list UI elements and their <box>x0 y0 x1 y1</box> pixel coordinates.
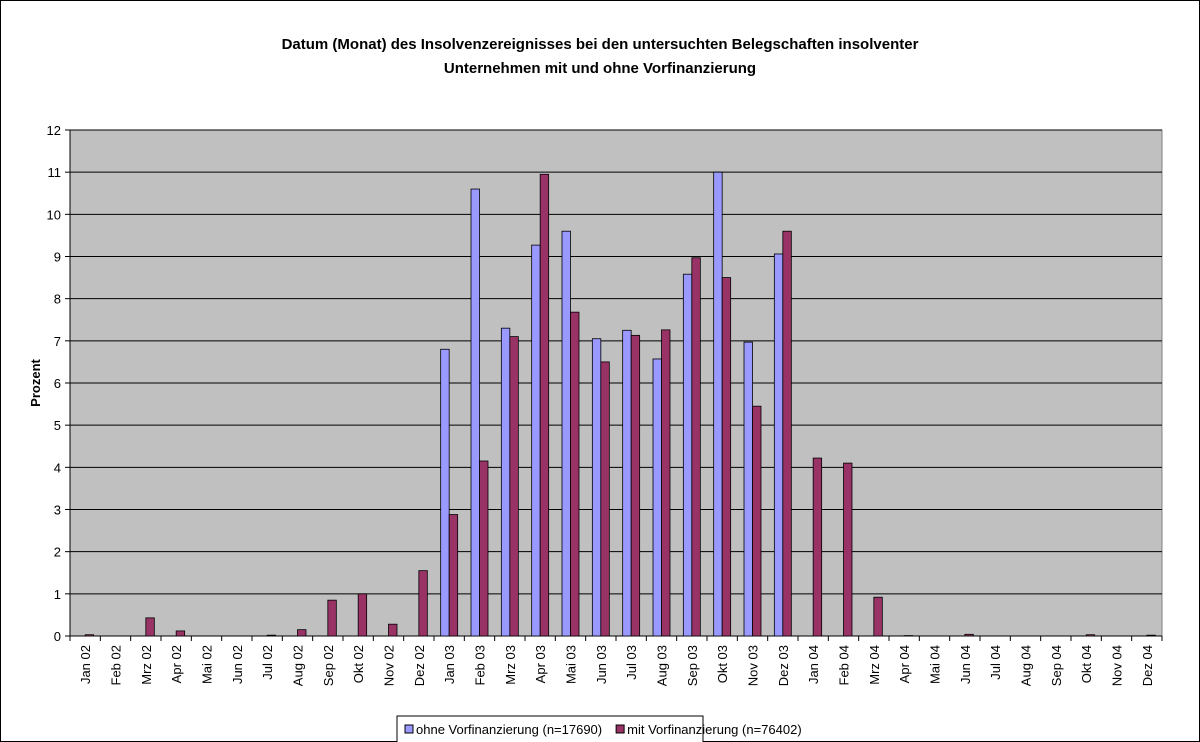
bar <box>297 629 307 637</box>
bar <box>752 405 762 637</box>
bar <box>448 514 459 637</box>
legend-box <box>396 715 704 742</box>
x-tick-label: Jan 03 <box>442 645 457 684</box>
bar <box>782 230 792 637</box>
bar <box>873 596 883 637</box>
x-tick-label: Dez 04 <box>1140 645 1155 686</box>
bar <box>652 358 662 637</box>
bar <box>843 462 853 637</box>
y-tick-label: 4 <box>54 460 61 475</box>
x-tick-label: Jul 04 <box>988 645 1003 680</box>
legend-swatch <box>615 724 625 734</box>
x-tick-label: Apr 02 <box>169 645 184 683</box>
bar <box>145 617 155 637</box>
x-tick-label: Jul 02 <box>260 645 275 680</box>
x-tick-label: Jun 02 <box>230 645 245 684</box>
bar <box>531 244 541 637</box>
y-tick-label: 1 <box>54 587 61 602</box>
bar <box>812 457 823 637</box>
x-tick-label: Mai 04 <box>928 645 943 684</box>
bar <box>622 329 632 637</box>
bar <box>964 633 974 637</box>
x-tick-label: Feb 03 <box>473 645 488 685</box>
x-tick-label: Dez 03 <box>776 645 791 686</box>
bar <box>743 341 753 637</box>
x-tick-label: Aug 04 <box>1019 645 1034 686</box>
x-tick-label: Mrz 02 <box>139 645 154 685</box>
y-tick-label: 11 <box>48 165 62 180</box>
x-tick-label: Okt 04 <box>1079 645 1094 683</box>
bar <box>773 253 784 637</box>
bar <box>440 348 450 637</box>
y-tick-label: 5 <box>54 418 61 433</box>
x-tick-label: Mai 03 <box>564 645 579 684</box>
bar <box>327 599 337 637</box>
x-tick-label: Aug 03 <box>655 645 670 686</box>
x-tick-label: Nov 03 <box>746 645 761 686</box>
bar <box>539 173 550 637</box>
y-tick-label: 7 <box>54 334 61 349</box>
x-tick-label: Feb 02 <box>109 645 124 685</box>
y-tick-label: 8 <box>54 292 61 307</box>
bar <box>479 460 489 637</box>
x-tick-label: Jan 04 <box>806 645 821 684</box>
y-tick-label: 6 <box>54 376 61 391</box>
bar <box>84 634 95 637</box>
x-tick-label: Mrz 04 <box>867 645 882 685</box>
bar <box>266 634 277 637</box>
bar <box>721 277 732 637</box>
x-tick-label: Jul 03 <box>624 645 639 680</box>
x-tick-label: Okt 02 <box>351 645 366 683</box>
x-tick-label: Apr 04 <box>897 645 912 683</box>
x-tick-label: Feb 04 <box>837 645 852 685</box>
y-tick-label: 3 <box>54 503 61 518</box>
bar <box>682 273 693 637</box>
chart-title: Unternehmen mit und ohne Vorfinanzierung <box>444 60 756 77</box>
x-tick-label: Dez 02 <box>412 645 427 686</box>
x-tick-label: Mrz 03 <box>503 645 518 685</box>
x-tick-label: Apr 03 <box>533 645 548 683</box>
x-tick-label: Okt 03 <box>715 645 730 683</box>
chart-title: Datum (Monat) des Insolvenzereignisses b… <box>282 36 919 53</box>
x-tick-label: Jun 03 <box>594 645 609 684</box>
bar <box>691 257 701 637</box>
bar <box>357 593 368 637</box>
bar <box>661 329 671 637</box>
bar <box>570 311 580 637</box>
x-tick-label: Sep 03 <box>685 645 700 686</box>
bar <box>630 334 641 637</box>
bar <box>500 327 511 637</box>
bar <box>713 171 723 637</box>
y-tick-label: 9 <box>54 250 61 265</box>
legend-label: ohne Vorfinanzierung (n=17690) <box>416 722 602 737</box>
bar <box>1085 634 1096 637</box>
x-tick-label: Jan 02 <box>78 645 93 684</box>
y-tick-label: 10 <box>47 207 61 222</box>
bar <box>600 361 610 637</box>
x-tick-label: Nov 02 <box>382 645 397 686</box>
x-tick-label: Mai 02 <box>200 645 215 684</box>
legend-label: mit Vorfinanzierung (n=76402) <box>627 722 802 737</box>
bar <box>561 230 571 637</box>
x-tick-label: Sep 02 <box>321 645 336 686</box>
x-tick-label: Jun 04 <box>958 645 973 684</box>
bar <box>418 570 428 637</box>
x-tick-label: Nov 04 <box>1110 645 1125 686</box>
bar <box>388 623 398 637</box>
legend-swatch <box>404 724 414 734</box>
bar <box>509 336 519 637</box>
x-tick-label: Sep 04 <box>1049 645 1064 686</box>
bar <box>470 188 480 637</box>
bar <box>1146 634 1156 637</box>
bar <box>175 630 186 637</box>
bar <box>591 338 602 637</box>
y-tick-label: 12 <box>47 123 61 138</box>
y-tick-label: 2 <box>54 545 61 560</box>
y-tick-label: 0 <box>54 629 61 644</box>
y-axis-label: Prozent <box>28 358 43 406</box>
x-tick-label: Aug 02 <box>291 645 306 686</box>
